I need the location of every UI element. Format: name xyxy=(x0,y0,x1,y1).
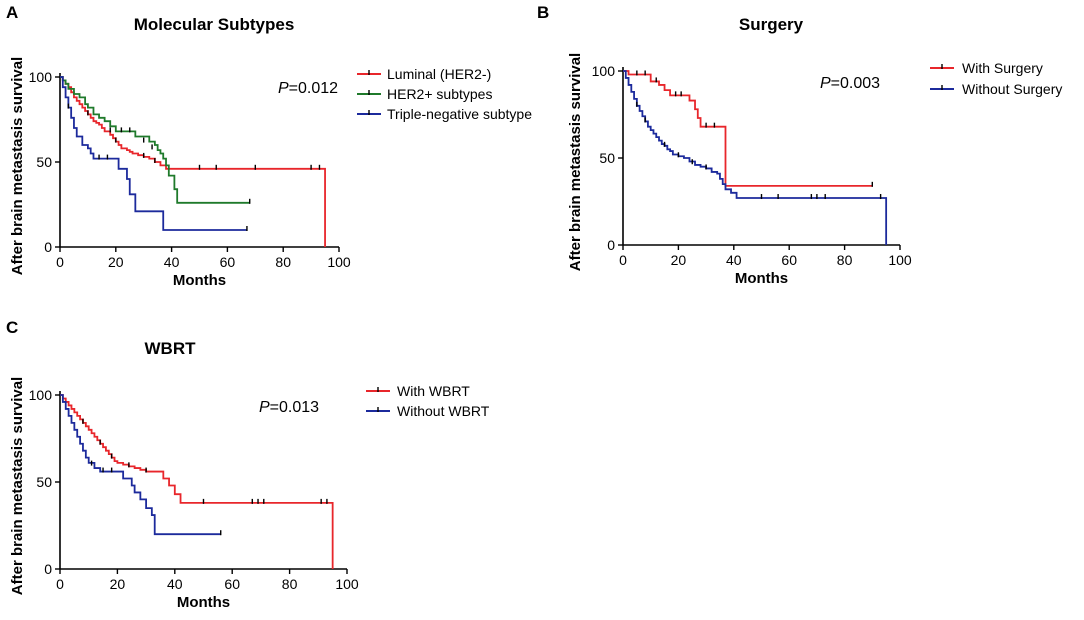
x-tick-label: 20 xyxy=(671,252,687,268)
y-tick-label: 100 xyxy=(29,69,53,85)
x-axis-title: Months xyxy=(735,270,788,287)
chart-title: Molecular Subtypes xyxy=(134,15,295,34)
x-tick-label: 40 xyxy=(167,576,183,592)
x-tick-label: 0 xyxy=(56,254,64,270)
survival-curve xyxy=(60,394,334,569)
series-0: With WBRT xyxy=(60,383,470,569)
panel-b: B Surgery 0 20 40 60 80 100 0 50 100 Months After br… xyxy=(537,3,1062,287)
series-1: Without Surgery xyxy=(623,70,1062,245)
y-tick-label: 50 xyxy=(599,150,615,166)
p-value-symbol: P xyxy=(820,75,831,92)
y-tick-label: 100 xyxy=(29,387,53,403)
x-tick-label: 60 xyxy=(224,576,240,592)
p-value: P=0.012 xyxy=(278,80,338,97)
x-tick-label: 20 xyxy=(108,254,124,270)
survival-curve xyxy=(623,70,888,245)
chart-title: Surgery xyxy=(739,15,804,34)
survival-curve xyxy=(60,76,250,204)
panel-letter: A xyxy=(6,3,18,22)
legend-label: With Surgery xyxy=(962,60,1043,76)
panel-c: C WBRT 0 20 40 60 80 100 0 50 100 Months After brain… xyxy=(6,318,490,611)
series-0: With Surgery xyxy=(623,60,1043,187)
series-1: HER2+ subtypes xyxy=(60,76,492,204)
survival-curve xyxy=(623,70,873,187)
series-2: Triple-negative subtype xyxy=(60,76,532,231)
y-axis-title: After brain metastasis survival xyxy=(9,57,26,275)
legend-label: Without Surgery xyxy=(962,81,1062,97)
y-axis-title: After brain metastasis survival xyxy=(9,377,26,595)
series-1: Without WBRT xyxy=(60,394,490,536)
x-tick-label: 100 xyxy=(335,576,359,592)
y-tick-label: 0 xyxy=(607,237,615,253)
x-tick-label: 100 xyxy=(888,252,912,268)
y-axis-title: After brain metastasis survival xyxy=(567,53,584,271)
y-tick-label: 50 xyxy=(36,154,52,170)
y-tick-label: 100 xyxy=(592,63,616,79)
panel-a: A Molecular Subtypes 0 20 40 60 80 100 0 50 100 Mon… xyxy=(6,3,532,289)
x-tick-label: 80 xyxy=(837,252,853,268)
chart-title: WBRT xyxy=(145,339,197,358)
x-tick-label: 0 xyxy=(619,252,627,268)
legend-label: Luminal (HER2-) xyxy=(387,66,491,82)
x-tick-label: 60 xyxy=(220,254,236,270)
legend-label: With WBRT xyxy=(397,383,470,399)
y-tick-label: 0 xyxy=(44,561,52,577)
series-0: Luminal (HER2-) xyxy=(60,66,491,247)
p-value-symbol: P xyxy=(259,399,270,416)
x-tick-label: 100 xyxy=(327,254,351,270)
legend-label: HER2+ subtypes xyxy=(387,86,492,102)
x-tick-label: 0 xyxy=(56,576,64,592)
panel-letter: C xyxy=(6,318,18,337)
legend-label: Triple-negative subtype xyxy=(387,106,532,122)
y-tick-label: 0 xyxy=(44,239,52,255)
legend-label: Without WBRT xyxy=(397,403,490,419)
p-value: P=0.013 xyxy=(259,399,319,416)
x-axis-title: Months xyxy=(173,272,226,289)
x-axis-title: Months xyxy=(177,594,230,611)
survival-curve xyxy=(60,76,326,247)
panel-letter: B xyxy=(537,3,549,22)
survival-curve xyxy=(60,394,221,536)
x-tick-label: 40 xyxy=(164,254,180,270)
p-value-number: =0.003 xyxy=(831,75,880,92)
p-value-number: =0.013 xyxy=(270,399,319,416)
p-value-symbol: P xyxy=(278,80,289,97)
y-tick-label: 50 xyxy=(36,474,52,490)
survival-curve xyxy=(60,76,247,231)
x-tick-label: 60 xyxy=(781,252,797,268)
p-value: P=0.003 xyxy=(820,75,880,92)
x-tick-label: 40 xyxy=(726,252,742,268)
x-tick-label: 20 xyxy=(110,576,126,592)
x-tick-label: 80 xyxy=(282,576,298,592)
p-value-number: =0.012 xyxy=(289,80,338,97)
x-tick-label: 80 xyxy=(275,254,291,270)
